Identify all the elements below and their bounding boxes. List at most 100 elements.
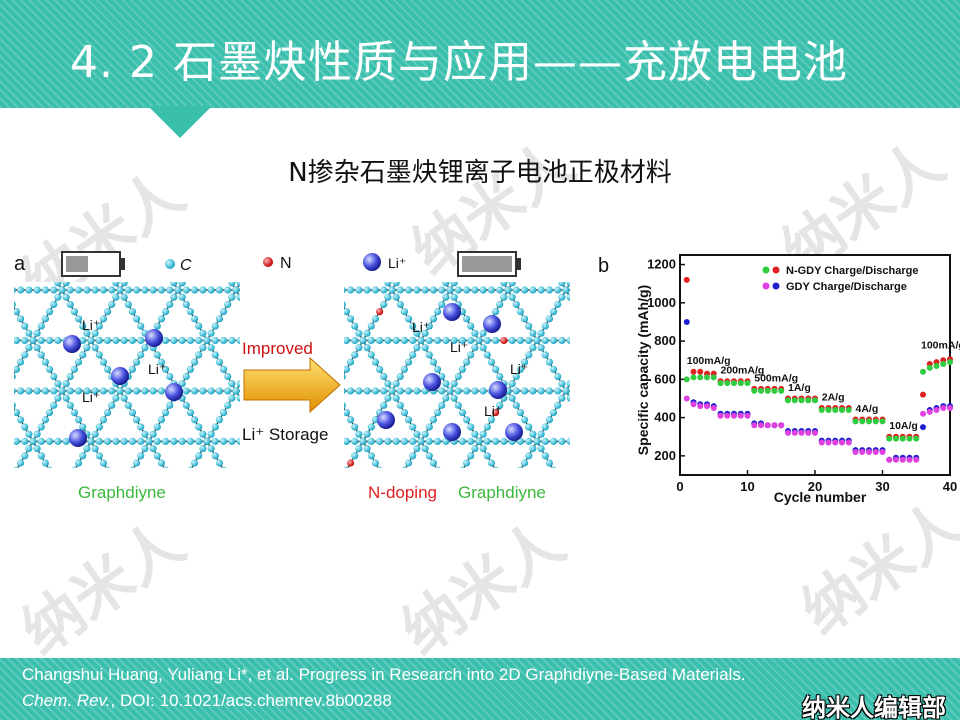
data-point (785, 397, 791, 404)
data-point (913, 456, 920, 463)
panel-a-label: a (14, 253, 26, 275)
legend-c: C (180, 257, 192, 274)
data-point (737, 380, 744, 387)
li-label: Li⁺ (450, 339, 468, 355)
left-caption: Graphdiyne (78, 483, 166, 502)
data-point (731, 412, 737, 419)
battery-low-icon (61, 251, 125, 277)
data-point (778, 387, 785, 394)
data-point (791, 429, 798, 436)
data-point (717, 412, 724, 419)
data-point (852, 418, 859, 425)
data-point (717, 380, 724, 387)
li-label: Li⁺ (82, 389, 100, 405)
data-point (812, 397, 818, 404)
improved-label: Improved (242, 339, 313, 358)
data-point (690, 374, 697, 381)
data-point (852, 449, 859, 456)
x-tick-label: 40 (943, 479, 957, 494)
data-point (704, 403, 710, 410)
data-point (839, 439, 845, 446)
data-point (764, 387, 771, 394)
data-point (859, 449, 866, 456)
data-point (886, 435, 893, 442)
data-point (791, 397, 798, 404)
data-point (893, 456, 899, 463)
lithium-legend-dot (363, 253, 381, 271)
data-point (940, 361, 947, 368)
legend-n: N (280, 255, 292, 272)
lithium-ion (165, 383, 183, 401)
lithium-ion (111, 367, 129, 385)
data-point (805, 429, 812, 436)
rate-label: 500mA/g (754, 372, 798, 384)
data-point (926, 408, 933, 415)
data-point (872, 418, 879, 425)
data-point (724, 412, 731, 419)
lithium-ion (505, 423, 523, 441)
data-point (812, 429, 818, 436)
data-point (913, 435, 920, 442)
right-caption-graphdiyne: Graphdiyne (458, 483, 546, 502)
y-tick-label: 200 (654, 448, 676, 463)
data-point (683, 376, 690, 383)
slide-title: 4. 2 石墨炔性质与应用——充放电电池 (70, 37, 848, 88)
rate-label: 10A/g (889, 420, 918, 432)
lithium-ion (377, 411, 395, 429)
storage-label: Li⁺ Storage (242, 425, 328, 444)
graphdiyne-lattice: Li⁺ Li⁺ Li⁺ (14, 282, 240, 468)
data-point (940, 405, 947, 412)
x-tick-label: 10 (740, 479, 754, 494)
data-point (920, 424, 926, 431)
data-point (683, 276, 690, 283)
citation-line-2: Chem. Rev., DOI: 10.1021/acs.chemrev.8b0… (22, 691, 392, 711)
data-point (758, 422, 764, 429)
data-point (744, 412, 751, 419)
footer-bar (0, 658, 960, 720)
x-tick-label: 20 (808, 479, 822, 494)
legend-gdy: GDY Charge/Discharge (786, 281, 907, 293)
data-point (683, 395, 690, 402)
nitrogen-legend-dot (263, 257, 273, 267)
data-point (690, 368, 697, 375)
data-point (758, 387, 764, 394)
data-point (683, 318, 690, 325)
legend-li: Li⁺ (388, 255, 406, 271)
data-point (899, 435, 906, 442)
chart-legend: N-GDY Charge/Discharge GDY Charge/Discha… (762, 265, 918, 293)
rate-performance-chart: b Specific capacity (mAh/g) Cycle number… (598, 254, 960, 505)
data-point (899, 456, 906, 463)
data-point (879, 449, 886, 456)
rate-label: 200mA/g (721, 365, 765, 377)
lithium-ion (483, 315, 501, 333)
lithium-ion (145, 329, 163, 347)
legend-ngdy: N-GDY Charge/Discharge (786, 265, 918, 277)
li-label: Li⁺ (510, 361, 528, 377)
data-point (866, 449, 872, 456)
slide-subtitle: N掺杂石墨炔锂离子电池正极材料 (288, 158, 672, 188)
y-tick-label: 1000 (647, 295, 676, 310)
data-point (798, 429, 805, 436)
data-point (920, 368, 926, 375)
rate-label: 1A/g (788, 382, 811, 394)
data-point (845, 439, 852, 446)
data-point (920, 410, 926, 417)
lithium-ion (443, 303, 461, 321)
data-point (872, 449, 879, 456)
x-tick-label: 30 (875, 479, 889, 494)
data-point (839, 406, 845, 413)
rate-label: 4A/g (856, 403, 879, 415)
data-point (710, 374, 717, 381)
lithium-ion (423, 373, 441, 391)
lithium-ion (69, 429, 87, 447)
data-point (832, 406, 839, 413)
data-point (710, 405, 717, 412)
data-point (704, 374, 710, 381)
data-point (731, 380, 737, 387)
data-point (845, 406, 852, 413)
data-point (933, 406, 940, 413)
data-point (825, 439, 832, 446)
data-point (771, 422, 778, 429)
data-point (697, 374, 704, 381)
right-caption-ndoping: N-doping (368, 483, 437, 502)
